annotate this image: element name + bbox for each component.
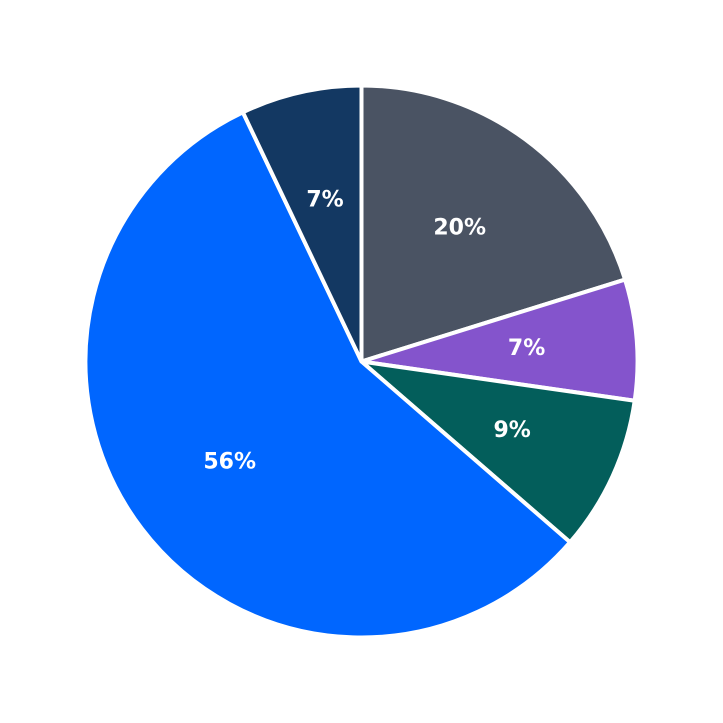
pie-slice (359, 359, 637, 545)
pie-slice-label: 20% (433, 216, 486, 241)
pie-slice (359, 83, 628, 364)
pie-slice-label: 7% (508, 336, 545, 361)
pie-slice-labels: 20% 7% 9% 56% 7% (203, 187, 545, 474)
pie-slices (83, 83, 640, 640)
pie-slice (83, 110, 573, 640)
pie-slice-label: 9% (493, 418, 530, 443)
pie-slice (240, 83, 364, 364)
pie-slice-label: 56% (203, 449, 256, 474)
pie-slice-label: 7% (306, 187, 343, 212)
